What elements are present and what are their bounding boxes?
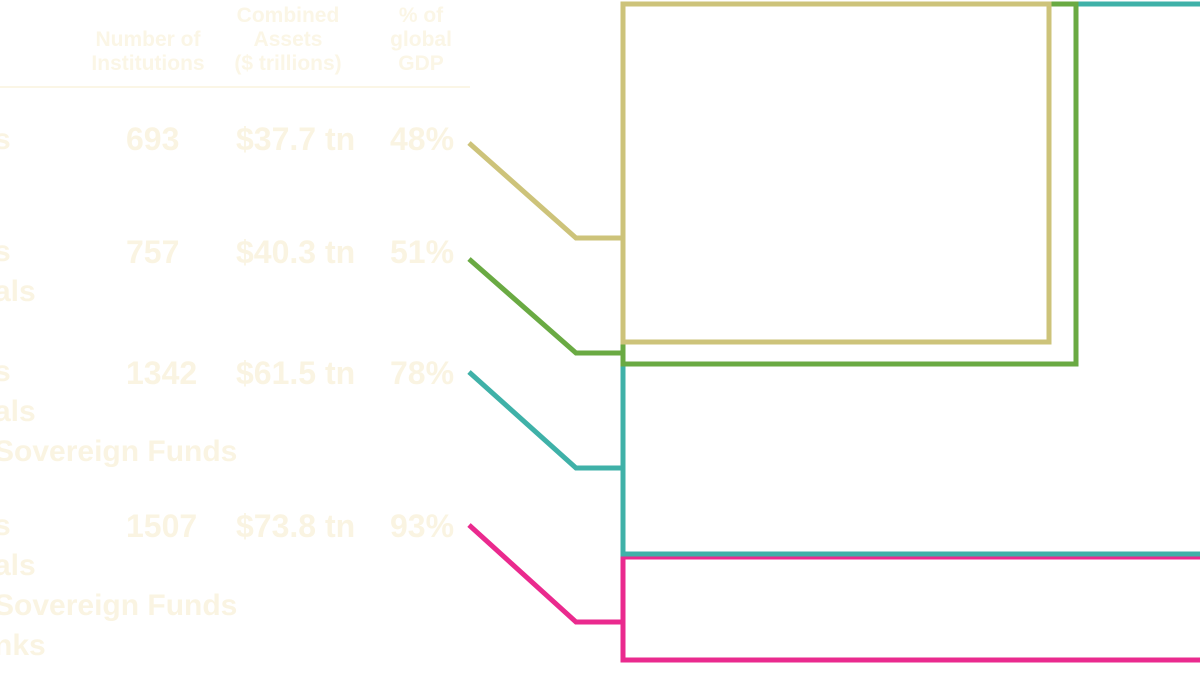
cell-institutions: 1342 [126, 355, 198, 391]
header-institutions-line: Number of [95, 28, 201, 51]
box-row-4 [620, 554, 1200, 663]
row-label-line: als [0, 549, 36, 582]
connector-row-2 [467, 257, 623, 356]
cell-institutions: 757 [126, 234, 180, 270]
connector-row-3 [467, 370, 623, 471]
row-label-line: s [0, 355, 11, 388]
row-label-line: s [0, 235, 11, 268]
connector-row-1 [467, 141, 623, 241]
row-label-line: s [0, 509, 11, 542]
cell-assets: $37.7 tn [236, 121, 356, 157]
box-row-3 [620, 1, 1200, 557]
header-assets-line: ($ trillions) [234, 52, 342, 75]
cell-gdp: 48% [390, 121, 455, 157]
cell-assets: $61.5 tn [236, 355, 356, 391]
header-gdp: % of global GDP [376, 4, 466, 76]
row-label-line: Sovereign Funds [0, 589, 238, 622]
cell-institutions: 693 [126, 121, 180, 157]
header-gdp-line: % of [398, 4, 444, 27]
header-gdp-line: global [390, 28, 452, 51]
box-row-1 [620, 1, 1052, 345]
header-institutions-line: Institutions [91, 52, 205, 75]
cell-assets: $73.8 tn [236, 508, 356, 544]
row-label-line: als [0, 395, 36, 428]
connector-row-4 [467, 523, 623, 625]
header-assets: Combined Assets ($ trillions) [220, 4, 356, 76]
cell-gdp: 78% [390, 355, 455, 391]
row-label: s als Sovereign Funds [0, 352, 237, 472]
row-label-line: als [0, 275, 36, 308]
box-row-2 [620, 1, 1079, 367]
row-label-line: nks [0, 629, 46, 662]
cell-gdp: 51% [390, 234, 455, 270]
header-assets-line: Combined [236, 4, 340, 27]
header-assets-line: Assets [253, 28, 323, 51]
cell-gdp: 93% [390, 508, 455, 544]
row-label: s als [0, 232, 36, 312]
cell-assets: $40.3 tn [236, 234, 356, 270]
row-label: s als Sovereign Funds nks [0, 506, 237, 666]
row-label: s [0, 120, 11, 160]
row-label-line: s [0, 123, 11, 156]
header-gdp-line: GDP [398, 52, 444, 75]
header-institutions: Number of Institutions [82, 28, 214, 76]
header-divider [0, 86, 470, 88]
cell-institutions: 1507 [126, 508, 198, 544]
row-label-line: Sovereign Funds [0, 435, 238, 468]
